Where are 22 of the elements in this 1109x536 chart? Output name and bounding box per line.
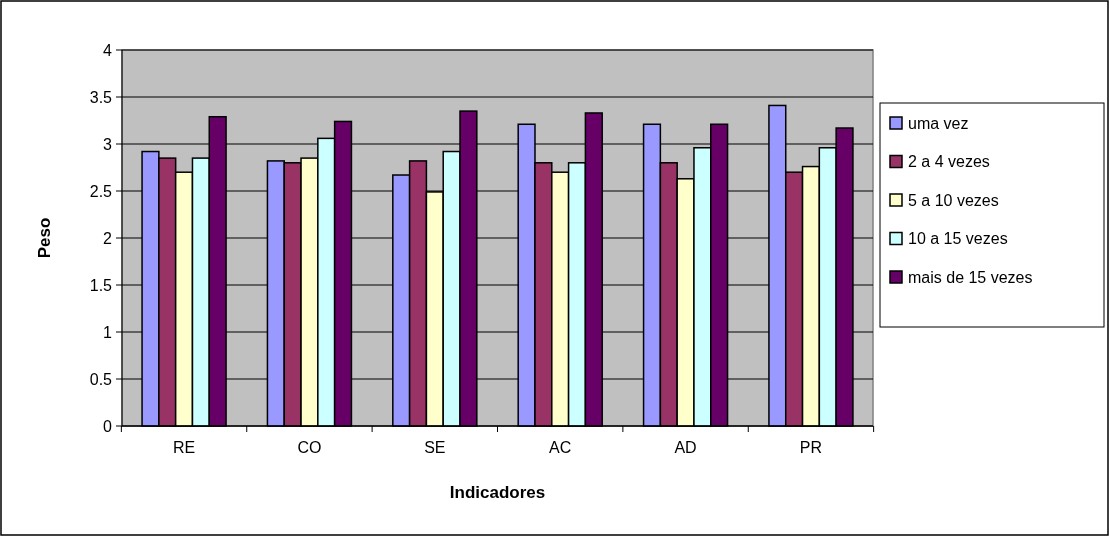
y-tick-label: 2 bbox=[103, 229, 113, 247]
x-tick-label: CO bbox=[297, 439, 322, 456]
y-tick-label: 1.5 bbox=[89, 276, 113, 294]
legend-label: 2 a 4 vezes bbox=[908, 153, 990, 171]
legend-label: uma vez bbox=[908, 114, 969, 132]
y-tick-label: 3 bbox=[103, 135, 113, 153]
y-axis-title: Peso bbox=[35, 217, 54, 259]
y-tick-label: 1 bbox=[103, 323, 113, 341]
legend-label: 10 a 15 vezes bbox=[908, 230, 1008, 248]
legend-label: 5 a 10 vezes bbox=[908, 191, 999, 209]
x-tick-label: RE bbox=[172, 439, 196, 456]
y-tick-label: 0.5 bbox=[89, 370, 113, 388]
y-tick-label: 0 bbox=[103, 417, 113, 435]
x-tick-label: SE bbox=[424, 439, 446, 456]
y-tick-label: 4 bbox=[103, 41, 113, 59]
y-tick-label: 2.5 bbox=[89, 182, 113, 200]
x-axis-title: Indicadores bbox=[449, 483, 546, 502]
y-tick-label: 3.5 bbox=[89, 88, 113, 106]
x-tick-label: AC bbox=[549, 439, 572, 456]
x-tick-label: AD bbox=[674, 439, 697, 456]
legend-label: mais de 15 vezes bbox=[908, 268, 1033, 286]
x-tick-label: PR bbox=[799, 439, 823, 456]
